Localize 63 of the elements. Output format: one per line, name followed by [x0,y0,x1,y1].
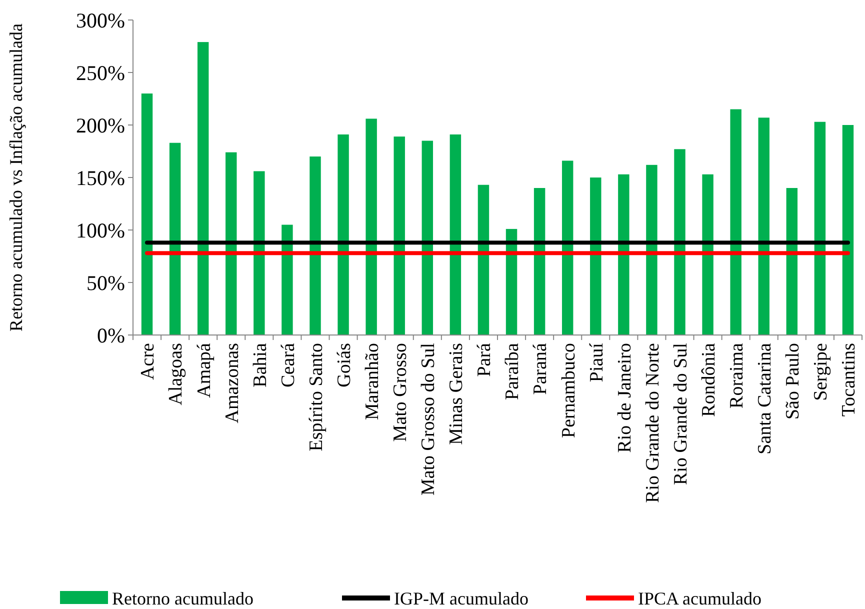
x-tick-label: Piauí [586,342,608,382]
x-tick-label: Amapá [194,342,215,398]
bar [674,149,686,335]
legend-label: IGP-M acumulado [394,588,528,608]
y-tick-label: 50% [86,270,125,295]
x-tick-label: Sergipe [810,343,832,401]
x-tick-label: Pernambuco [558,343,580,438]
bar [197,42,209,335]
bar [842,125,854,335]
bar [450,134,462,335]
bar [422,140,434,335]
bar [506,228,518,335]
bar [590,178,602,335]
bar [702,174,714,335]
x-tick-label: Roraima [726,342,748,408]
x-tick-label: Paraíba [502,342,524,400]
x-tick-label: Acre [138,343,159,380]
bar [141,94,153,335]
bar [282,224,293,335]
bar [562,160,574,335]
x-tick-label: Santa Catarina [754,342,776,454]
x-tick-label: Espírito Santo [306,343,327,452]
bar [534,188,546,335]
bar [310,156,321,335]
x-tick-label: Bahia [250,342,271,388]
x-tick-label: Ceará [278,342,299,388]
bar [394,136,405,335]
x-tick-label: Maranhão [362,343,383,420]
x-tick-label: Rondônia [698,342,720,417]
y-tick-label: 300% [76,8,125,32]
legend-label: IPCA acumulado [638,588,762,608]
bar [786,188,798,335]
x-tick-label: Minas Gerais [446,343,468,445]
x-tick-label: Tocantins [838,343,860,417]
bar [169,142,181,335]
x-tick-label: Alagoas [166,343,187,406]
bar [338,134,349,335]
y-tick-label: 250% [76,60,125,85]
x-tick-label: Mato Grosso [390,343,412,442]
bar [730,109,742,335]
x-tick-label: Goiás [334,343,355,388]
x-tick-label: Mato Grosso do Sul [418,343,440,496]
x-tick-label: São Paulo [782,343,804,420]
x-tick-label: Rio Grande do Sul [670,343,692,485]
x-tick-label: Rio Grande do Norte [642,343,664,503]
y-tick-label: 0% [97,323,125,348]
bar [366,118,377,335]
bar [478,184,490,335]
y-tick-label: 100% [76,218,125,242]
x-tick-label: Pará [474,342,496,377]
y-axis-title: Retorno acumulado vs Inflação acumulada [6,24,26,332]
bar [758,118,770,335]
y-tick-label: 150% [76,166,125,190]
bar [254,171,265,335]
bar [618,174,630,335]
x-tick-label: Paraná [530,342,552,395]
bar [226,152,237,335]
bar [646,164,658,335]
y-tick-label: 200% [76,113,125,138]
x-tick-label: Rio de Janeiro [614,343,636,453]
legend-label: Retorno acumulado [112,588,254,608]
bar [814,122,826,335]
x-tick-label: Amazonas [222,343,243,424]
